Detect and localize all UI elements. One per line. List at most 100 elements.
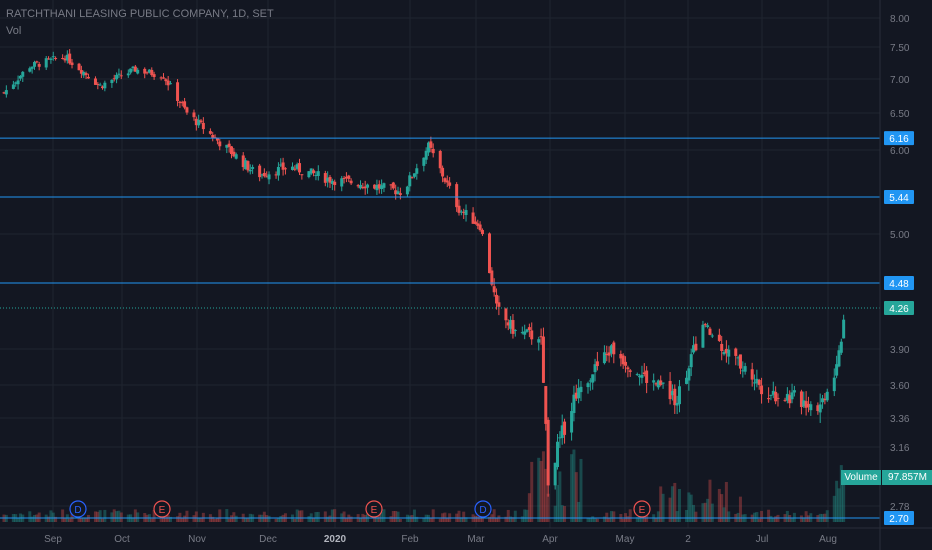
candle-body (476, 223, 480, 226)
candle-body (389, 184, 393, 186)
time-axis[interactable]: Sep Oct Nov Dec 2020 Feb Mar Apr May 2 Jul Aug (0, 527, 932, 545)
candle-body (398, 193, 402, 195)
event-marker-label: E (639, 505, 646, 516)
volume-badge-label: Volume (841, 470, 881, 485)
volume-bar (197, 518, 201, 522)
volume-bar (806, 515, 810, 522)
candle-body (769, 394, 773, 396)
volume-bar (391, 511, 395, 522)
level-price-label: 4.26 (889, 304, 909, 315)
candle-body (478, 224, 482, 231)
candle-body (201, 122, 205, 130)
dividend-marker (69, 500, 87, 518)
candle-body (788, 395, 792, 404)
candle-body (281, 162, 285, 170)
candle-body (215, 137, 219, 141)
price-axis[interactable]: 8.00 7.50 7.00 6.50 6.00 5.00 3.90 3.60 3.36 3.16… (879, 0, 910, 550)
candle-body (783, 399, 787, 401)
volume-bar (685, 509, 689, 522)
volume-bar (192, 515, 196, 522)
earnings-marker (153, 500, 171, 518)
volume-bar (333, 509, 337, 522)
candle-body (68, 53, 72, 64)
volume-bar (431, 509, 435, 522)
candle-body (560, 425, 564, 438)
candle-body (375, 185, 379, 191)
candle-body (839, 341, 843, 353)
volume-bar (497, 515, 501, 522)
volume-bar (509, 516, 513, 522)
volume-bar (790, 517, 794, 522)
volume-indicator-label: Vol (6, 25, 22, 37)
candle-body (54, 58, 58, 60)
candle-body (490, 270, 494, 285)
volume-bar (47, 516, 51, 522)
candle-body (842, 319, 846, 339)
candle-body (356, 185, 360, 187)
candle-body (251, 167, 255, 169)
candle-body (750, 369, 754, 380)
volume-bar (459, 517, 463, 522)
candle-body (117, 73, 121, 75)
time-tick-label: 2020 (324, 534, 347, 545)
volume-bar (131, 517, 135, 522)
volume-bar (112, 509, 116, 522)
volume-bar (232, 512, 236, 522)
candle-body (359, 184, 363, 189)
price-tick-label: 6.00 (890, 146, 910, 157)
candle-body (661, 382, 665, 384)
volume-bar (523, 509, 527, 522)
volume-bar (84, 517, 88, 522)
volume-bar (839, 465, 843, 522)
candle-body (431, 148, 435, 154)
candle-body (771, 390, 775, 395)
volume-bar (377, 509, 381, 522)
candle-body (262, 172, 266, 177)
candle-body (347, 175, 351, 179)
candle-body (4, 90, 8, 95)
volume-bar (328, 515, 332, 522)
candle-body (391, 182, 395, 189)
candle-body (459, 211, 463, 213)
candle-body (553, 462, 557, 486)
volume-bar (487, 516, 491, 522)
level-price-tag (884, 301, 914, 316)
candle-body (612, 342, 616, 355)
time-tick-label: Dec (259, 534, 277, 545)
volume-bar (785, 510, 789, 522)
volume-bar (96, 511, 100, 522)
horizontal-levels[interactable]: 6.16 5.44 4.48 4.26 2.70 (0, 131, 914, 525)
candle-body (825, 391, 829, 401)
volume-bar (656, 511, 660, 522)
candle-body (333, 181, 337, 186)
candle-body (624, 361, 628, 366)
volume-bar (98, 510, 102, 522)
volume-bar (30, 516, 34, 522)
volume-bar (342, 511, 346, 522)
volume-bar (677, 488, 681, 522)
volume-bar (274, 518, 278, 522)
volume-bar (307, 516, 311, 522)
candle-body (290, 166, 294, 170)
candle-body (818, 404, 822, 413)
volume-bar (110, 512, 114, 522)
candle-body (344, 176, 348, 179)
candle-body (586, 383, 590, 388)
candle-body (832, 377, 836, 392)
price-tick-label: 3.36 (890, 414, 910, 425)
volume-bar (462, 511, 466, 522)
volume-bar (492, 509, 496, 522)
candle-body (295, 164, 299, 169)
candle-body (101, 86, 105, 89)
candle-body (32, 61, 36, 67)
candle-body (244, 160, 248, 170)
candle-body (755, 378, 759, 384)
time-tick-label: Feb (401, 534, 419, 545)
candle-body (427, 142, 431, 153)
volume-bar (717, 488, 721, 522)
candle-body (574, 392, 578, 399)
candle-body (816, 405, 820, 412)
volume-bar (262, 511, 266, 522)
